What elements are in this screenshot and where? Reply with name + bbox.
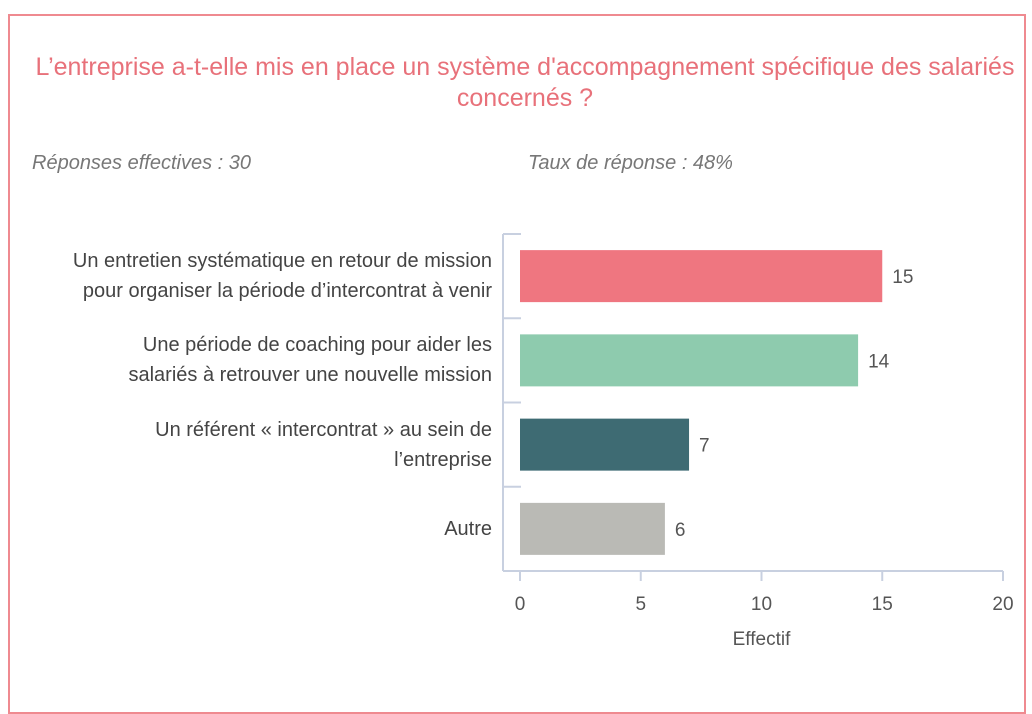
category-label-box: Un référent « intercontrat » au sein de … — [40, 403, 492, 487]
y-tick-label: Une période de coaching pour aider les s… — [128, 334, 492, 387]
y-tick-label: Un entretien systématique en retour de m… — [72, 250, 492, 302]
bar — [520, 418, 690, 471]
x-tick-label: 15 — [872, 594, 893, 615]
bar — [520, 250, 883, 303]
x-tick-label: 5 — [635, 594, 646, 615]
value-label: 15 — [892, 267, 913, 288]
category-label-box: Autre — [40, 487, 492, 571]
bar — [520, 502, 665, 555]
subtitle: Réponses effectives : 30 — [32, 152, 252, 174]
x-tick-label: 0 — [515, 594, 526, 615]
y-tick-label: Autre — [444, 517, 492, 540]
x-tick-label: 10 — [751, 594, 772, 615]
chart: 0 5 10 15 20 Effectif 15 14 7 6 — [502, 233, 1014, 650]
x-axis-label: Effectif — [733, 629, 791, 650]
subtitle: Taux de réponse : 48% — [528, 152, 733, 174]
x-tick-label: 20 — [992, 594, 1013, 615]
category-label-box: Une période de coaching pour aider les s… — [40, 318, 492, 402]
chart-title: L’entreprise a-t-elle mis en place un sy… — [35, 53, 1015, 112]
category-label-box: Un entretien systématique en retour de m… — [40, 234, 492, 318]
value-label: 7 — [699, 436, 710, 457]
page: L’entreprise a-t-elle mis en place un sy… — [8, 14, 1026, 714]
value-label: 14 — [868, 351, 890, 372]
value-label: 6 — [675, 520, 686, 541]
bar — [520, 334, 859, 387]
y-tick-label: Un référent « intercontrat » au sein de … — [155, 418, 492, 471]
